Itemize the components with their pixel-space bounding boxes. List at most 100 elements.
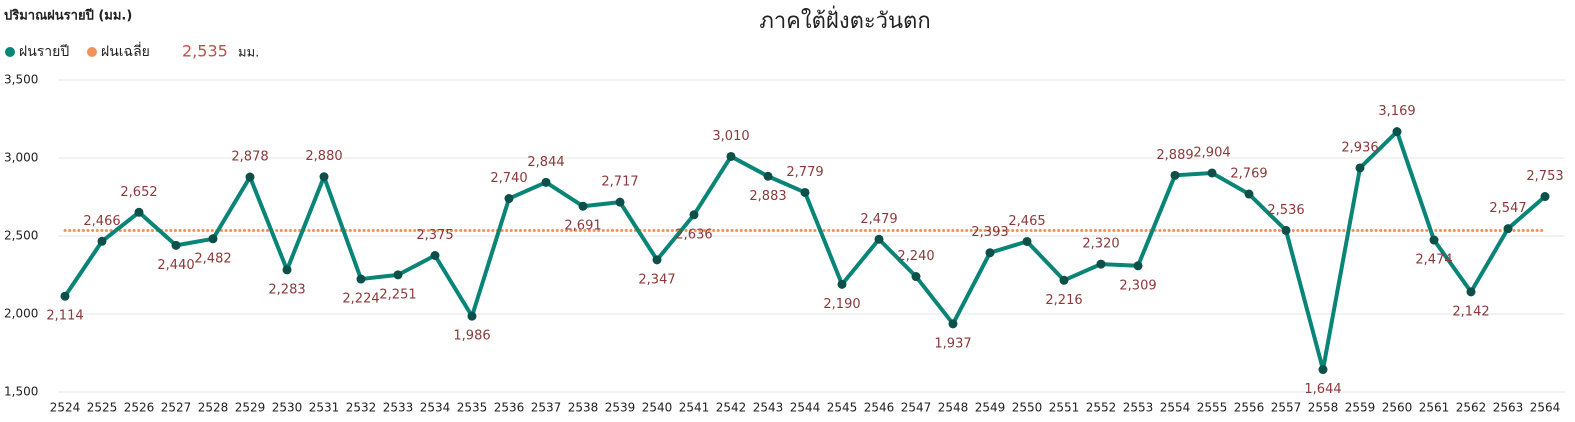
- x-tick-label: 2564: [1530, 401, 1561, 415]
- point: [763, 171, 773, 181]
- x-tick-label: 2563: [1493, 401, 1524, 415]
- point: [245, 172, 255, 182]
- point: [60, 291, 70, 301]
- point: [1540, 192, 1550, 202]
- data-label: 2,283: [268, 282, 305, 297]
- point: [208, 234, 218, 244]
- x-tick-label: 2535: [457, 401, 488, 415]
- average-unit: มม.: [238, 46, 259, 61]
- point: [652, 255, 662, 265]
- point: [1170, 170, 1180, 180]
- point: [356, 274, 366, 284]
- data-label: 2,769: [1230, 167, 1267, 182]
- data-label: 2,536: [1267, 203, 1304, 218]
- legend-label: ฝนเฉลี่ย: [101, 42, 150, 60]
- x-tick-label: 2545: [827, 401, 858, 415]
- chart-title: ภาคใต้ฝั่งตะวันตก: [759, 5, 930, 34]
- point: [911, 272, 921, 282]
- data-label: 2,375: [416, 228, 453, 243]
- point: [837, 279, 847, 289]
- data-label: 2,251: [379, 287, 416, 302]
- data-label: 2,240: [897, 249, 934, 264]
- data-label: 2,190: [823, 297, 860, 312]
- data-label: 2,844: [527, 155, 564, 170]
- data-label: 2,753: [1526, 169, 1563, 184]
- average-value: 2,535: [182, 42, 228, 61]
- data-label: 2,466: [83, 214, 120, 229]
- data-label: 2,636: [675, 227, 712, 242]
- x-tick-label: 2538: [568, 401, 599, 415]
- x-tick-label: 2524: [50, 401, 81, 415]
- x-tick-label: 2541: [679, 401, 710, 415]
- data-label: 2,880: [305, 149, 342, 164]
- point: [578, 201, 588, 211]
- point: [1281, 225, 1291, 235]
- y-axis-label: ปริมาณฝนรายปี (มม.): [4, 8, 132, 24]
- x-tick-label: 2561: [1419, 401, 1450, 415]
- data-label: 1,937: [934, 336, 971, 351]
- point: [319, 172, 329, 182]
- x-tick-label: 2531: [309, 401, 340, 415]
- data-label: 2,142: [1452, 304, 1489, 319]
- x-tick-label: 2550: [1012, 401, 1043, 415]
- point: [1207, 168, 1217, 178]
- x-tick-label: 2525: [87, 401, 118, 415]
- point: [1355, 163, 1365, 173]
- x-tick-label: 2539: [605, 401, 636, 415]
- point: [97, 236, 107, 246]
- point: [1133, 261, 1143, 271]
- point: [541, 177, 551, 187]
- data-label: 2,889: [1156, 148, 1193, 163]
- x-tick-label: 2530: [272, 401, 303, 415]
- x-tick-label: 2526: [124, 401, 155, 415]
- data-label: 2,652: [120, 185, 157, 200]
- point: [1059, 275, 1069, 285]
- point: [504, 194, 514, 204]
- point: [1318, 365, 1328, 375]
- data-label: 2,347: [638, 272, 675, 287]
- y-tick-label: 3,000: [4, 151, 38, 165]
- x-tick-label: 2536: [494, 401, 525, 415]
- x-tick-label: 2549: [975, 401, 1006, 415]
- point: [948, 319, 958, 329]
- point: [1503, 224, 1513, 234]
- point: [985, 248, 995, 258]
- data-label: 2,479: [860, 212, 897, 227]
- x-tick-label: 2557: [1271, 401, 1302, 415]
- data-label: 1,986: [453, 329, 490, 344]
- point: [1429, 235, 1439, 245]
- data-label: 2,936: [1341, 140, 1378, 155]
- point: [134, 207, 144, 217]
- point: [282, 265, 292, 275]
- y-tick-label: 3,500: [4, 73, 38, 87]
- x-tick-label: 2552: [1086, 401, 1117, 415]
- legend-marker: [87, 47, 97, 57]
- data-label: 2,547: [1489, 201, 1526, 216]
- x-tick-label: 2542: [716, 401, 747, 415]
- x-tick-label: 2544: [790, 401, 821, 415]
- x-tick-label: 2560: [1382, 401, 1413, 415]
- data-label: 2,779: [786, 165, 823, 180]
- x-tick-label: 2562: [1456, 401, 1487, 415]
- data-label: 2,904: [1193, 145, 1230, 160]
- x-tick-label: 2528: [198, 401, 229, 415]
- point: [1096, 259, 1106, 269]
- data-label: 2,717: [601, 175, 638, 190]
- point: [726, 151, 736, 161]
- data-label: 2,465: [1008, 214, 1045, 229]
- x-tick-label: 2555: [1197, 401, 1228, 415]
- point: [393, 270, 403, 280]
- x-tick-label: 2551: [1049, 401, 1080, 415]
- point: [800, 187, 810, 197]
- point: [1022, 236, 1032, 246]
- data-label: 2,482: [194, 251, 231, 266]
- data-label: 3,169: [1378, 104, 1415, 119]
- y-tick-label: 2,000: [4, 307, 38, 321]
- legend-marker: [5, 47, 15, 57]
- x-tick-label: 2540: [642, 401, 673, 415]
- point: [874, 234, 884, 244]
- x-tick-label: 2543: [753, 401, 784, 415]
- y-tick-label: 1,500: [4, 385, 38, 399]
- data-label: 2,320: [1082, 237, 1119, 252]
